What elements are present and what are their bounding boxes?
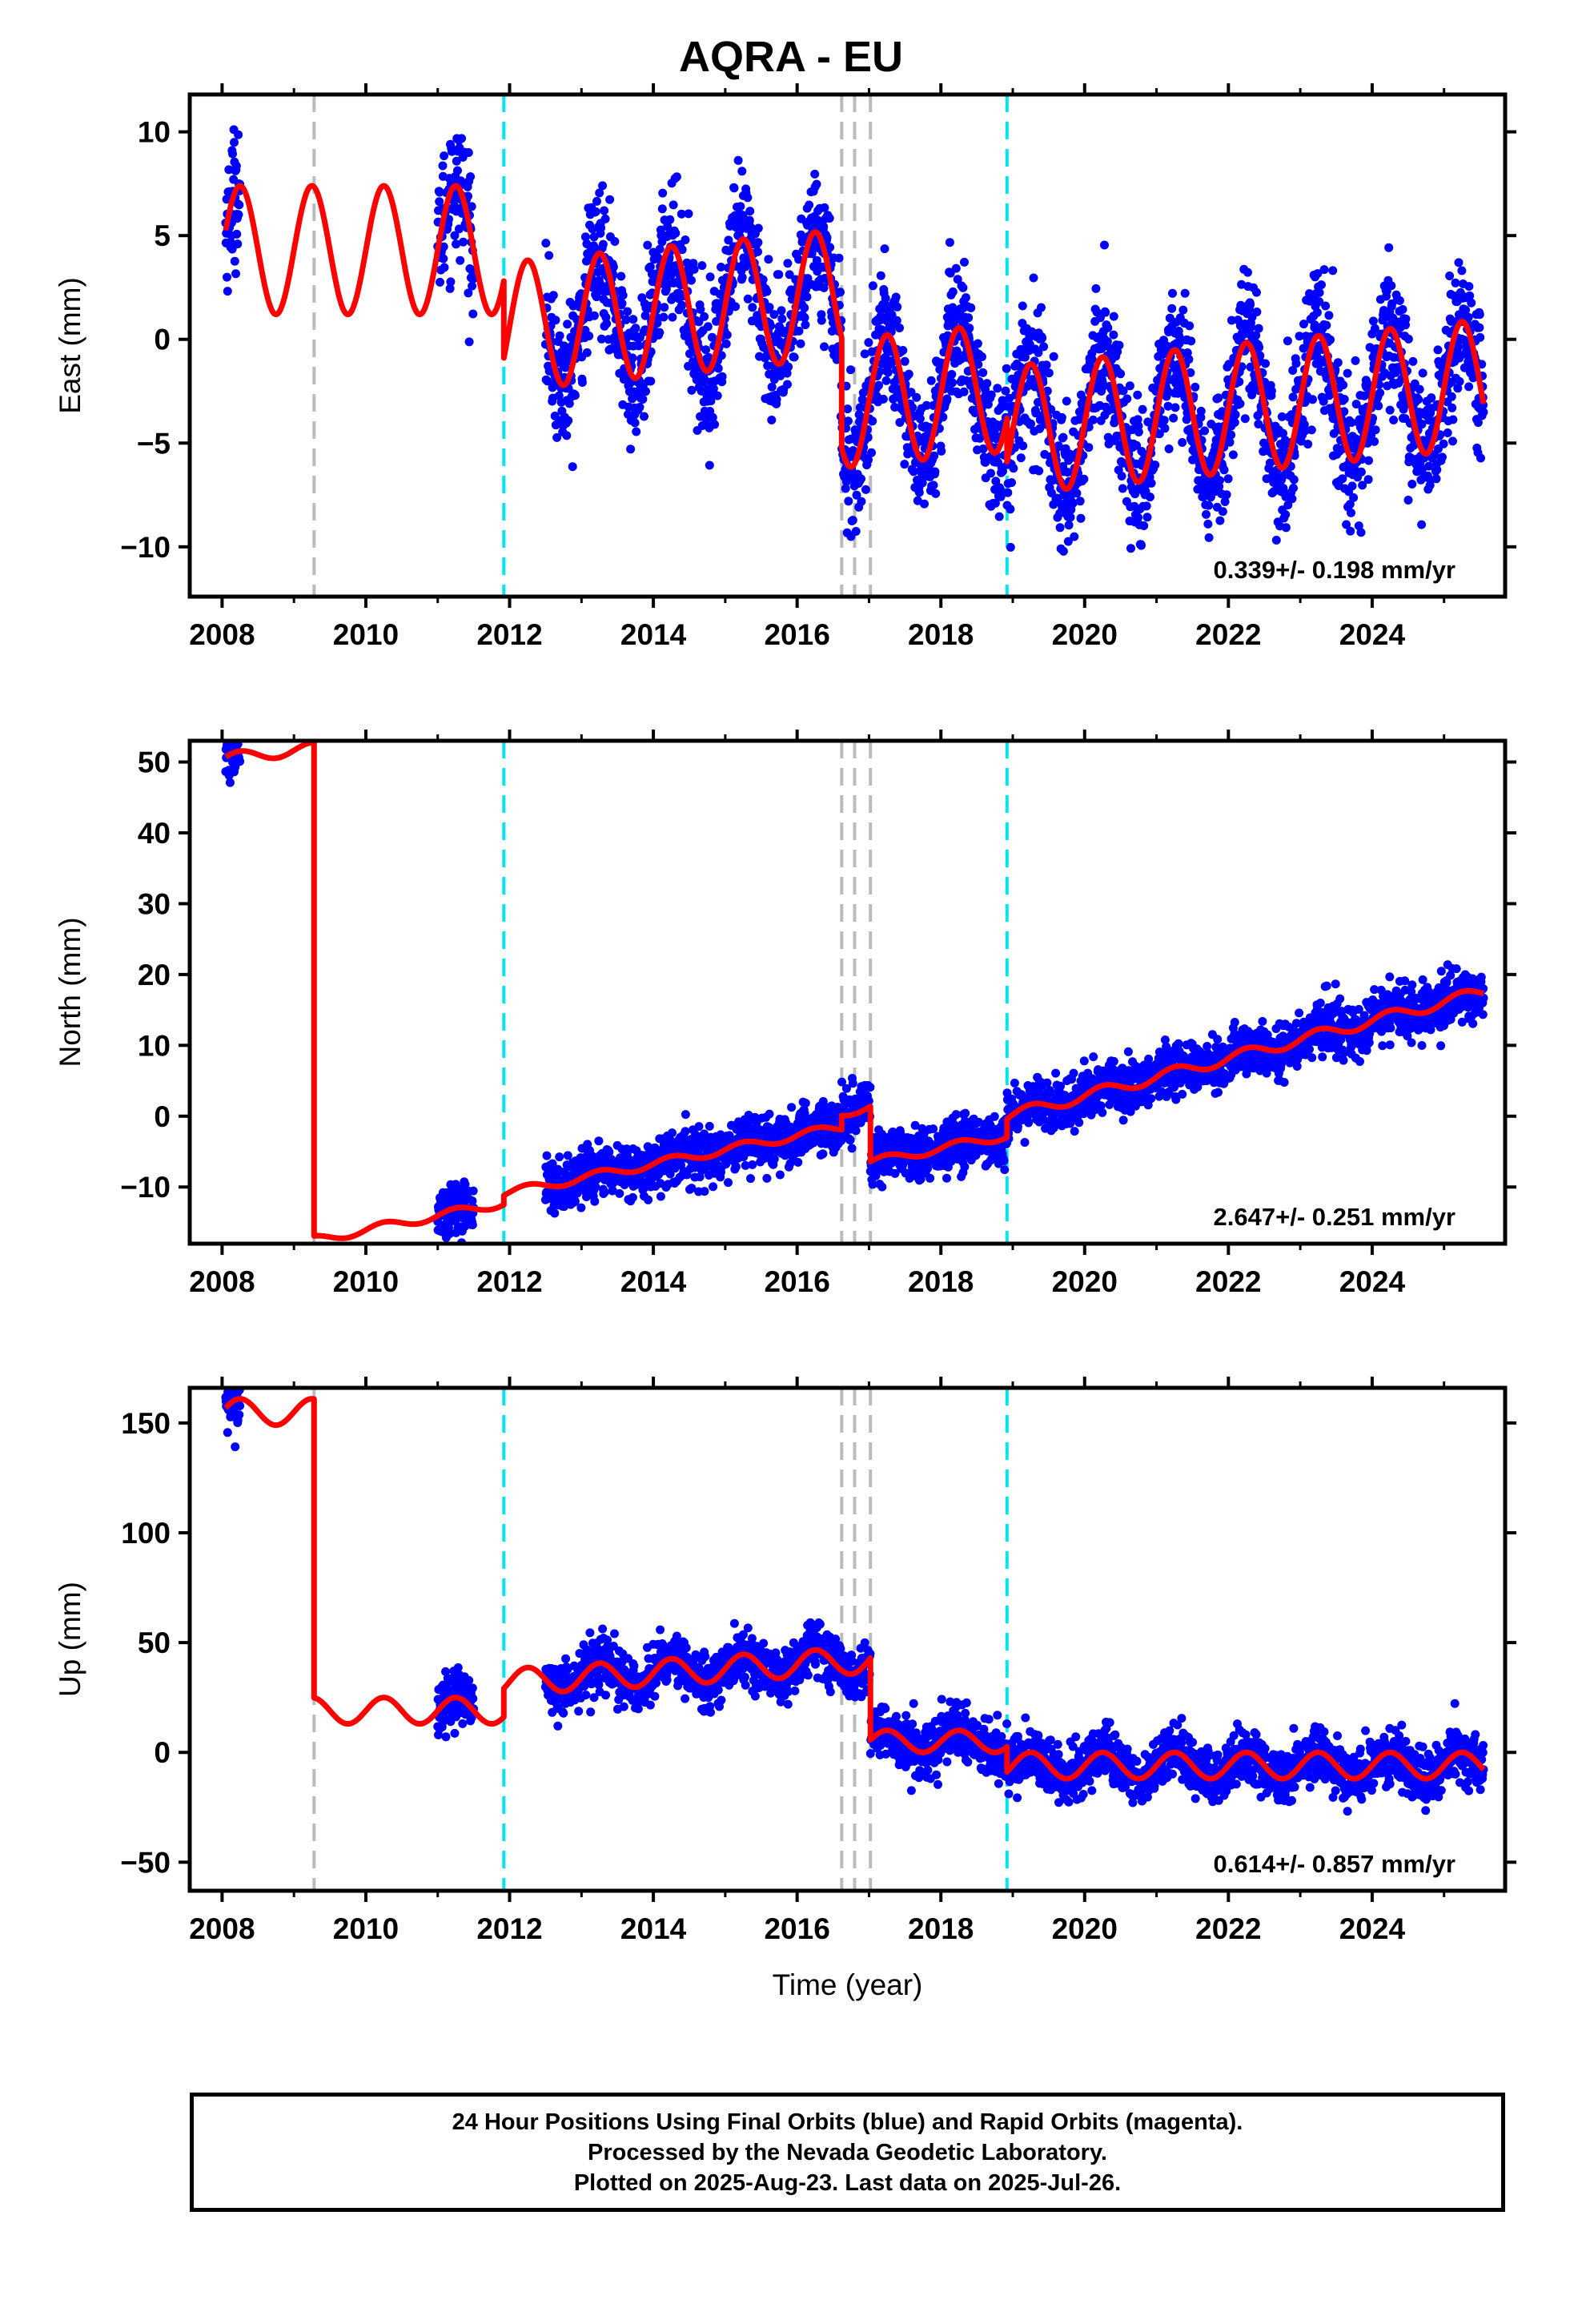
data-point — [592, 292, 601, 302]
data-point — [234, 210, 243, 219]
data-point — [577, 378, 587, 387]
data-point — [446, 277, 456, 287]
data-point — [580, 232, 590, 242]
data-point — [541, 239, 551, 248]
data-point — [568, 462, 577, 472]
data-point — [452, 239, 461, 249]
data-point — [596, 334, 606, 344]
data-point — [598, 239, 608, 249]
data-point — [224, 165, 234, 175]
data-point — [457, 134, 467, 143]
data-point — [453, 166, 462, 175]
data-point — [562, 431, 572, 440]
data-point — [450, 231, 460, 240]
data-point — [234, 130, 243, 139]
data-point — [548, 291, 558, 300]
data-point — [591, 207, 600, 216]
data-point — [582, 239, 592, 248]
data-point — [435, 187, 444, 197]
data-point — [468, 309, 478, 319]
data-point — [555, 331, 564, 340]
data-point — [551, 316, 560, 325]
data-point — [595, 188, 604, 198]
data-point — [459, 237, 468, 247]
data-point — [596, 223, 606, 233]
data-point — [564, 416, 573, 425]
data-point — [560, 341, 569, 351]
data-point — [232, 229, 242, 239]
data-point — [600, 214, 610, 223]
data-point — [467, 202, 476, 211]
data-point — [438, 161, 448, 171]
data-point — [582, 348, 592, 357]
data-point — [592, 196, 601, 206]
plot-area — [221, 94, 1488, 597]
chart-title: AQRA - EU — [679, 33, 903, 81]
data-point — [602, 319, 612, 328]
data-point — [605, 195, 615, 204]
data-point — [223, 287, 232, 296]
data-point — [231, 161, 241, 171]
data-point — [608, 262, 618, 271]
data-point — [610, 237, 620, 246]
data-point — [440, 151, 449, 161]
data-point — [439, 254, 448, 263]
data-point — [552, 432, 562, 442]
data-point — [455, 224, 464, 234]
data-point — [584, 332, 594, 340]
data-point — [228, 149, 237, 159]
data-point — [235, 200, 244, 210]
data-point — [563, 320, 572, 329]
data-point — [464, 288, 473, 298]
data-point — [231, 269, 240, 279]
data-point — [456, 255, 465, 265]
data-point — [598, 181, 608, 191]
data-point — [436, 277, 444, 287]
data-point — [596, 279, 604, 288]
data-point — [570, 391, 580, 400]
data-point — [466, 172, 476, 182]
data-point — [560, 363, 570, 372]
data-point — [440, 263, 449, 272]
data-point — [589, 311, 599, 320]
data-point — [600, 206, 609, 215]
data-point — [435, 197, 444, 207]
data-point — [223, 272, 231, 282]
data-point — [445, 283, 455, 293]
data-point — [233, 239, 243, 249]
data-point — [464, 148, 473, 157]
data-point — [544, 251, 554, 260]
data-point — [564, 399, 574, 408]
data-point — [226, 238, 235, 247]
data-point — [468, 281, 477, 291]
data-point — [464, 337, 474, 347]
data-point — [230, 138, 239, 147]
data-point — [230, 256, 239, 266]
data-point — [452, 156, 461, 166]
